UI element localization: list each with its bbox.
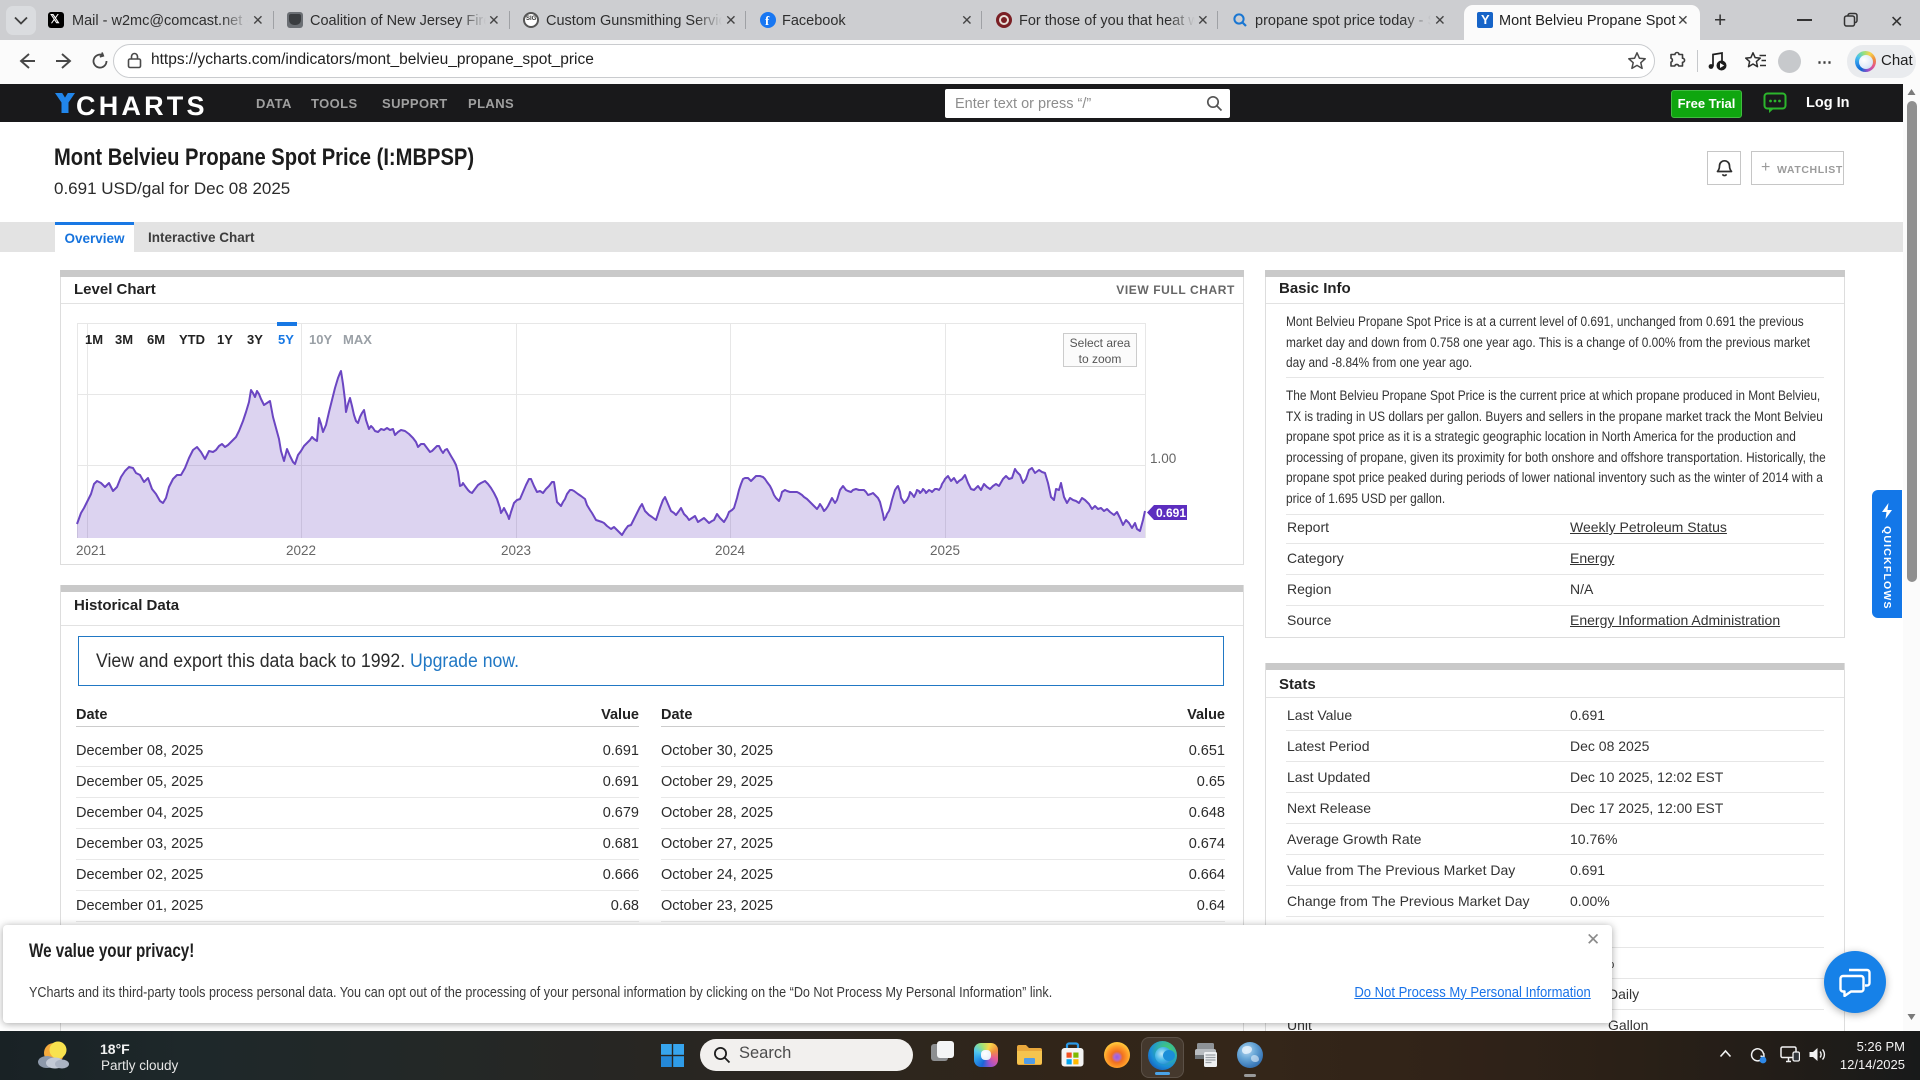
svg-text:2023: 2023: [501, 543, 531, 558]
svg-text:2021: 2021: [76, 543, 106, 558]
svg-text:1.00: 1.00: [1150, 451, 1176, 466]
svg-text:0.691: 0.691: [1156, 506, 1186, 520]
svg-text:2024: 2024: [715, 543, 746, 558]
svg-text:2025: 2025: [930, 543, 960, 558]
svg-text:2022: 2022: [286, 543, 316, 558]
